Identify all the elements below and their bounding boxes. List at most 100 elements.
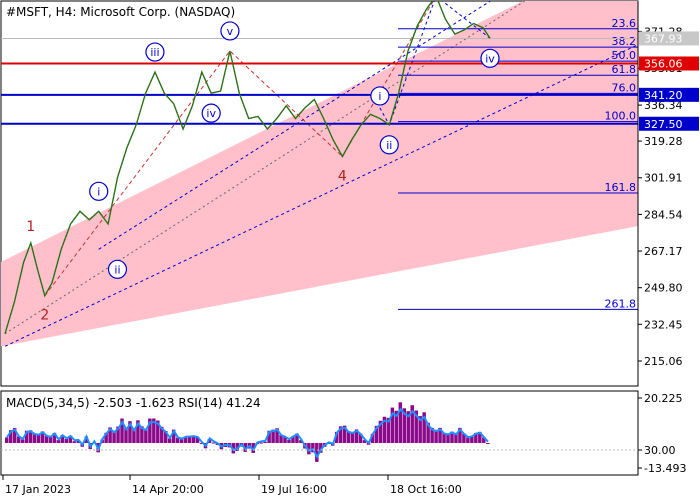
time-axis: 17 Jan 2023 14 Apr 20:00 19 Jul 16:00 18 Oc…	[1, 474, 638, 496]
macd-bar	[386, 417, 391, 443]
macd-bar	[315, 442, 319, 462]
wave-circle	[480, 48, 500, 68]
mid-trendline	[98, 1, 492, 250]
price-tick-label: 232.45	[644, 318, 683, 331]
macd-bar	[279, 434, 283, 443]
macd-bar	[426, 422, 430, 443]
wave-labels: 1234iiiiiiivviiiiiiiv	[26, 21, 500, 324]
macd-bar	[291, 436, 295, 443]
price-tick-label: 336.34	[644, 99, 683, 112]
macd-bar	[450, 431, 454, 443]
wave-label-iv: iv	[485, 52, 495, 65]
macd-bar	[382, 416, 387, 443]
signal-line	[6, 407, 489, 459]
macd-bar	[76, 440, 81, 443]
macd-bar	[72, 441, 77, 443]
macd-bar	[175, 437, 180, 443]
macd-bar	[48, 436, 53, 443]
macd-bar	[338, 426, 343, 443]
price-label-text: 367.93	[644, 32, 683, 45]
macd-bar	[434, 429, 438, 443]
macd-bar	[414, 410, 418, 443]
price-label-box	[639, 31, 699, 46]
indicator-tick-label: -13.493	[644, 462, 686, 475]
macd-bar	[84, 436, 88, 443]
macd-bar	[398, 402, 403, 443]
macd-bar	[128, 421, 132, 443]
macd-bar	[470, 436, 474, 443]
macd-bar	[478, 431, 482, 443]
macd-bar	[267, 430, 271, 443]
macd-bar	[52, 432, 57, 443]
macd-bar	[390, 407, 395, 443]
macd-bar	[148, 418, 152, 443]
macd-bar	[36, 434, 41, 443]
macd-bar	[195, 437, 200, 443]
fib-label: 261.8	[605, 297, 637, 310]
macd-bar	[358, 433, 363, 443]
fib-label: 38.2	[612, 35, 637, 48]
macd-bar	[32, 433, 37, 443]
macd-bar	[263, 441, 267, 443]
macd-bar	[8, 430, 13, 443]
macd-bar	[20, 439, 25, 443]
macd-bar	[311, 442, 315, 453]
macd-bar	[283, 436, 287, 443]
macd-bar	[482, 437, 486, 443]
macd-bar	[160, 426, 164, 443]
macd-bar	[374, 425, 379, 443]
macd-bar	[342, 425, 347, 443]
price-label-box	[639, 87, 699, 102]
price-label-box	[639, 116, 699, 131]
macd-bar	[28, 430, 33, 443]
macd-bar	[394, 410, 399, 443]
macd-bar	[307, 442, 311, 455]
price-label-box	[639, 56, 699, 71]
wave-circle	[201, 103, 221, 123]
wave-label-1: 1	[26, 219, 35, 235]
macd-bar	[144, 428, 148, 443]
price-series	[4, 1, 491, 334]
price-label-text: 356.06	[644, 57, 683, 70]
macd-bar	[207, 438, 212, 443]
wave-label-i: i	[97, 185, 100, 198]
fib-label: 23.6	[612, 17, 637, 30]
wave-label-v: v	[227, 25, 234, 38]
time-tick-label: 19 Jul 16:00	[261, 483, 327, 496]
macd-bar	[454, 433, 458, 443]
macd-bar	[40, 431, 45, 443]
wave-circle	[379, 135, 399, 155]
indicator-tick-label: 30.00	[644, 444, 676, 457]
wave-label-ii: ii	[386, 139, 392, 152]
macd-bar	[112, 431, 116, 443]
time-tick-label: 14 Apr 20:00	[132, 483, 204, 496]
pink-channel	[1, 1, 638, 347]
macd-bar	[378, 420, 383, 443]
macd-bar	[486, 442, 490, 444]
wave-label-2: 2	[40, 308, 49, 324]
price-tick-label: 267.17	[644, 245, 683, 258]
price-tick-label: 284.54	[644, 208, 683, 221]
macd-bar	[179, 439, 184, 443]
chart-title: #MSFT, H4: Microsoft Corp. (NASDAQ)	[6, 5, 235, 19]
macd-bar	[187, 436, 192, 443]
time-tick-label: 17 Jan 2023	[5, 483, 71, 496]
wave-zigzag	[44, 1, 434, 297]
macd-bar	[235, 442, 240, 451]
macd-bar	[183, 436, 188, 443]
channel-band	[1, 1, 638, 347]
wave-label-4: 4	[338, 168, 347, 184]
wave-circle	[370, 86, 390, 106]
macd-bar	[199, 442, 204, 444]
macd-bar	[406, 411, 410, 443]
fib-label: 161.8	[605, 181, 637, 194]
macd-bar	[446, 433, 450, 443]
macd-bar	[299, 440, 303, 443]
wave-circle	[107, 259, 128, 279]
macd-bar	[362, 440, 367, 443]
price-tick-label: 249.80	[644, 282, 683, 295]
macd-bar	[16, 436, 21, 443]
indicator-label: MACD(5,34,5) -2.503 -1.623 RSI(14) 41.24	[6, 396, 261, 410]
